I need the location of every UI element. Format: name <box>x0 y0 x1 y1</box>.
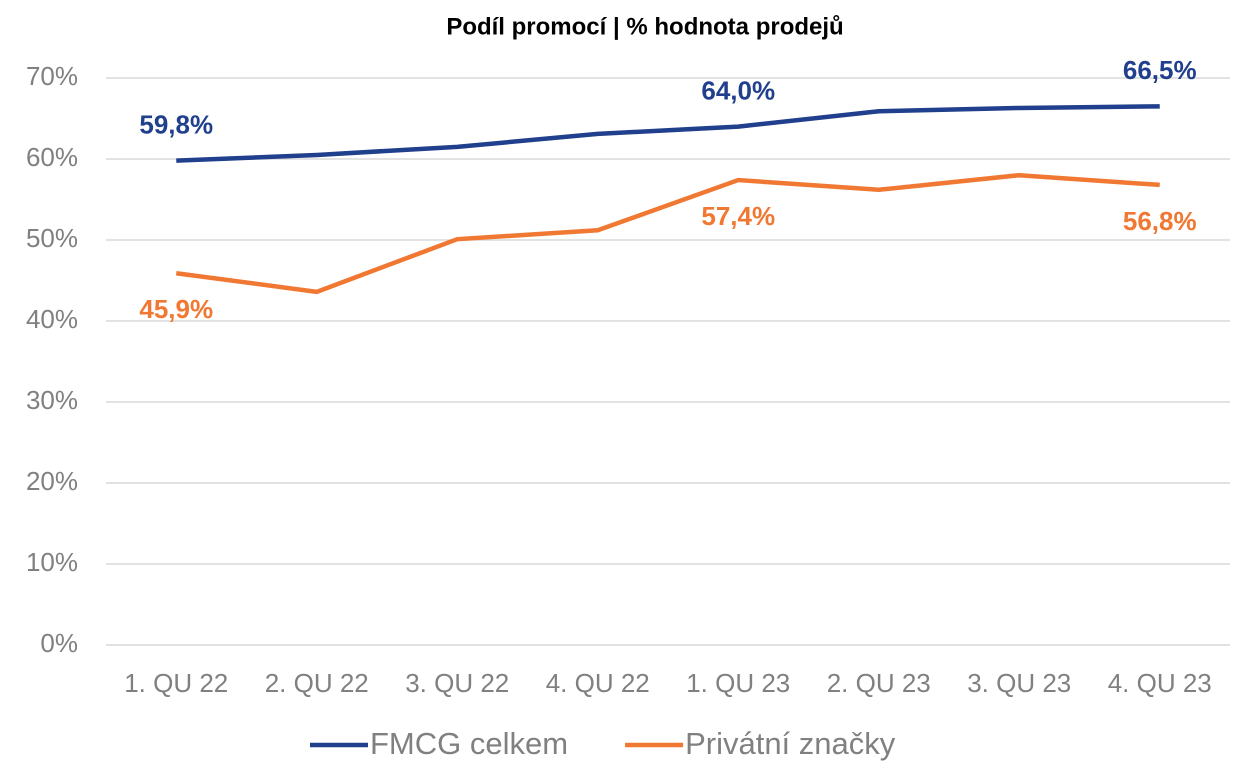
data-label: 59,8% <box>139 109 213 139</box>
x-tick-label: 1. QU 22 <box>124 668 228 698</box>
x-tick-label: 4. QU 22 <box>546 668 650 698</box>
x-tick-label: 3. QU 23 <box>967 668 1071 698</box>
y-tick-label: 30% <box>26 385 78 415</box>
y-tick-label: 60% <box>26 142 78 172</box>
data-label: 64,0% <box>701 75 775 105</box>
x-tick-label: 2. QU 22 <box>265 668 369 698</box>
y-tick-label: 40% <box>26 304 78 334</box>
x-tick-label: 1. QU 23 <box>686 668 790 698</box>
data-label: 45,9% <box>139 294 213 324</box>
x-tick-label: 2. QU 23 <box>827 668 931 698</box>
line-series <box>176 104 1160 163</box>
y-tick-label: 50% <box>26 223 78 253</box>
data-label: 66,5% <box>1123 55 1197 85</box>
chart-title: Podíl promocí | % hodnota prodejů <box>446 13 843 40</box>
y-tick-label: 20% <box>26 466 78 496</box>
x-tick-label: 4. QU 23 <box>1108 668 1212 698</box>
legend-label: FMCG celkem <box>370 726 568 761</box>
legend-label: Privátní značky <box>685 726 896 761</box>
x-tick-label: 3. QU 22 <box>405 668 509 698</box>
y-tick-label: 0% <box>40 628 78 658</box>
data-label: 56,8% <box>1123 206 1197 236</box>
data-label: 57,4% <box>701 201 775 231</box>
line-series <box>175 172 1160 295</box>
y-tick-label: 10% <box>26 547 78 577</box>
y-tick-label: 70% <box>26 61 78 91</box>
